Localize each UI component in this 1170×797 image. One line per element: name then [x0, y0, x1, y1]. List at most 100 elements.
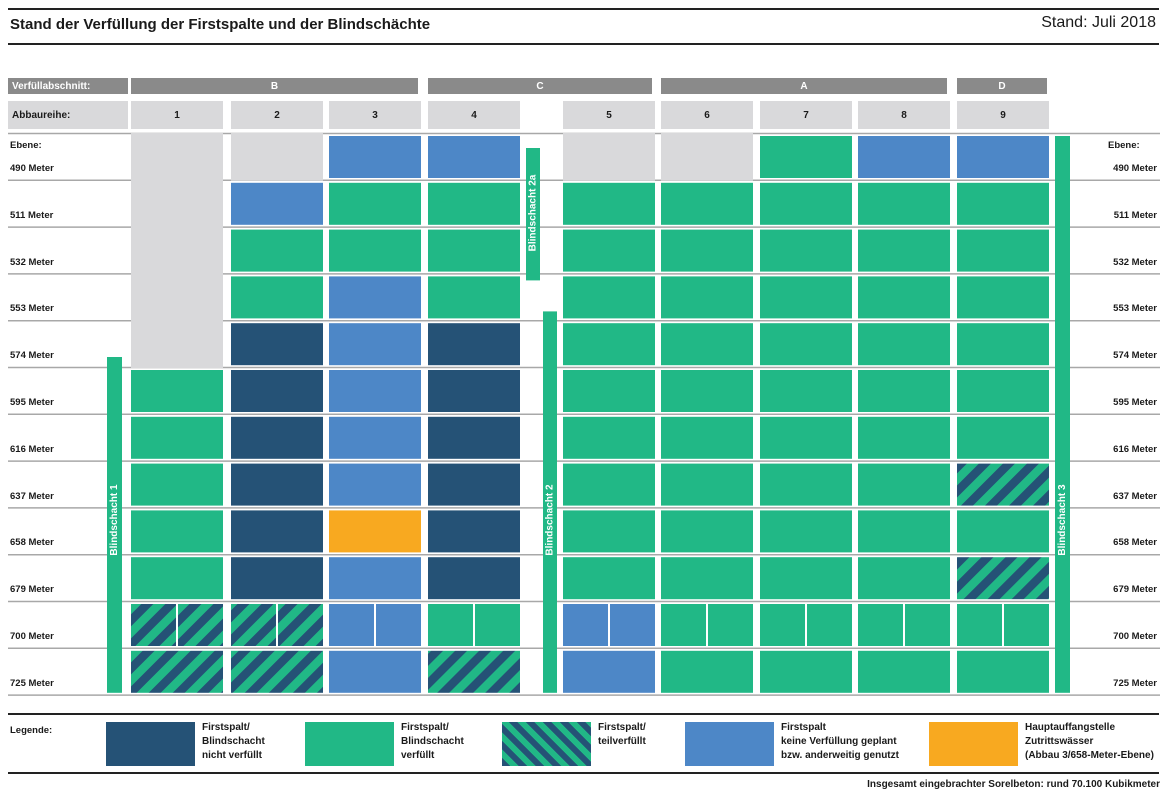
- level-label-left: 679 Meter: [10, 584, 54, 596]
- cell-2-490-Meter-G: [231, 133, 323, 181]
- cell-1-574-Meter-G: [131, 320, 223, 368]
- top-rule: [8, 8, 1159, 10]
- footer-note: Insgesamt eingebrachter Sorelbeton: rund…: [867, 779, 1160, 790]
- level-label-right: 637 Meter: [1113, 490, 1157, 502]
- cell-2-700-Meter-T-half2: [278, 604, 323, 646]
- cell-6-595-Meter-V: [661, 370, 753, 412]
- cell-8-511-Meter-V: [858, 182, 950, 225]
- legend-top-rule: [8, 713, 1159, 715]
- legend-swatch-T: [502, 722, 591, 766]
- cell-6-490-Meter-G: [661, 133, 753, 181]
- cell-8-700-Meter-V-half1: [858, 604, 903, 646]
- legend-bottom-rule: [8, 772, 1159, 774]
- cell-7-637-Meter-V: [760, 463, 852, 506]
- cell-9-532-Meter-V: [957, 229, 1049, 272]
- title-rule: [8, 43, 1159, 45]
- level-label-right: 679 Meter: [1113, 584, 1157, 596]
- cell-9-553-Meter-V: [957, 276, 1049, 319]
- cell-1-658-Meter-V: [131, 510, 223, 553]
- cell-4-553-Meter-V: [428, 276, 520, 319]
- cell-5-490-Meter-G: [563, 133, 655, 181]
- shaft-blindschacht-2a: [526, 148, 540, 281]
- section-A: A: [661, 78, 947, 94]
- cell-1-511-Meter-G: [131, 179, 223, 228]
- level-label-right: 574 Meter: [1113, 350, 1157, 362]
- cell-4-700-Meter-V-half1: [428, 604, 473, 646]
- cell-2-511-Meter-K: [231, 182, 323, 225]
- cell-4-616-Meter-N: [428, 416, 520, 459]
- cell-7-616-Meter-V: [760, 416, 852, 459]
- cell-1-700-Meter-T-half1: [131, 604, 176, 646]
- shaft-blindschacht-1: [107, 357, 122, 693]
- level-label-left: 725 Meter: [10, 677, 54, 689]
- cell-3-532-Meter-V: [329, 229, 421, 272]
- cell-2-725-Meter-T: [231, 650, 323, 693]
- level-label-right: 532 Meter: [1113, 256, 1157, 268]
- cell-1-725-Meter-T: [131, 650, 223, 693]
- legend-text-T: Firstspalt/ teilverfüllt: [598, 722, 646, 747]
- cell-3-595-Meter-K: [329, 370, 421, 412]
- cell-2-637-Meter-N: [231, 463, 323, 506]
- cell-3-637-Meter-K: [329, 463, 421, 506]
- cell-9-490-Meter-K: [957, 136, 1049, 178]
- ebene-label-left: Ebene:: [10, 140, 42, 151]
- shaft-label-blindschacht-1: Blindschacht 1: [109, 484, 120, 556]
- cell-9-725-Meter-V: [957, 650, 1049, 693]
- cell-2-553-Meter-V: [231, 276, 323, 319]
- cell-5-532-Meter-V: [563, 229, 655, 272]
- cell-9-595-Meter-V: [957, 370, 1049, 412]
- legend-swatch-V: [305, 722, 394, 766]
- level-label-right: 553 Meter: [1113, 303, 1157, 315]
- cell-1-532-Meter-G: [131, 226, 223, 275]
- cell-6-725-Meter-V: [661, 650, 753, 693]
- cell-3-574-Meter-K: [329, 323, 421, 366]
- cell-3-490-Meter-K: [329, 136, 421, 178]
- cell-1-595-Meter-V: [131, 370, 223, 412]
- legend-swatch-K: [685, 722, 774, 766]
- level-label-right: 725 Meter: [1113, 677, 1157, 689]
- cell-8-595-Meter-V: [858, 370, 950, 412]
- cell-2-532-Meter-V: [231, 229, 323, 272]
- cell-9-511-Meter-V: [957, 182, 1049, 225]
- abbaureihe-label: Abbaureihe:: [8, 101, 128, 129]
- cell-4-532-Meter-V: [428, 229, 520, 272]
- legend-text-V: Firstspalt/ Blindschacht verfüllt: [401, 722, 464, 761]
- legend-text-K: Firstspalt keine Verfüllung geplant bzw.…: [781, 722, 899, 761]
- shaft-label-blindschacht-2a: Blindschacht 2a: [528, 174, 539, 251]
- verfuellabschnitt-label: Verfüllabschnitt:: [8, 78, 128, 94]
- shaft-label-blindschacht-2: Blindschacht 2: [545, 484, 556, 556]
- legend-swatch-N: [106, 722, 195, 766]
- page-title: Stand der Verfüllung der Firstspalte und…: [10, 16, 431, 33]
- cell-6-637-Meter-V: [661, 463, 753, 506]
- cell-5-595-Meter-V: [563, 370, 655, 412]
- cell-8-490-Meter-K: [858, 136, 950, 178]
- level-label-left: 595 Meter: [10, 397, 54, 408]
- column-header-7: 7: [760, 101, 852, 129]
- cell-4-658-Meter-N: [428, 510, 520, 553]
- level-label-left: 700 Meter: [10, 631, 54, 642]
- cell-9-700-Meter-V-half1: [957, 604, 1002, 646]
- column-header-1: 1: [131, 101, 223, 129]
- level-label-left: 490 Meter: [10, 163, 54, 174]
- cell-3-553-Meter-K: [329, 276, 421, 319]
- cell-8-532-Meter-V: [858, 229, 950, 272]
- cell-2-595-Meter-N: [231, 370, 323, 412]
- cell-4-725-Meter-T: [428, 650, 520, 693]
- level-label-left: 532 Meter: [10, 256, 54, 268]
- cell-3-616-Meter-K: [329, 416, 421, 459]
- cell-1-553-Meter-G: [131, 273, 223, 322]
- cell-4-700-Meter-V-half2: [475, 604, 520, 646]
- cell-7-511-Meter-V: [760, 182, 852, 225]
- cell-2-679-Meter-N: [231, 557, 323, 600]
- cell-8-553-Meter-V: [858, 276, 950, 319]
- cell-6-700-Meter-V-half1: [661, 604, 706, 646]
- cell-3-700-Meter-K-half2: [376, 604, 421, 646]
- cell-7-574-Meter-V: [760, 323, 852, 366]
- level-label-left: 616 Meter: [10, 443, 54, 455]
- cell-2-658-Meter-N: [231, 510, 323, 553]
- level-label-right: 511 Meter: [1113, 209, 1157, 221]
- level-label-left: 574 Meter: [10, 350, 54, 362]
- level-label-right: 616 Meter: [1113, 443, 1157, 455]
- cell-9-574-Meter-V: [957, 323, 1049, 366]
